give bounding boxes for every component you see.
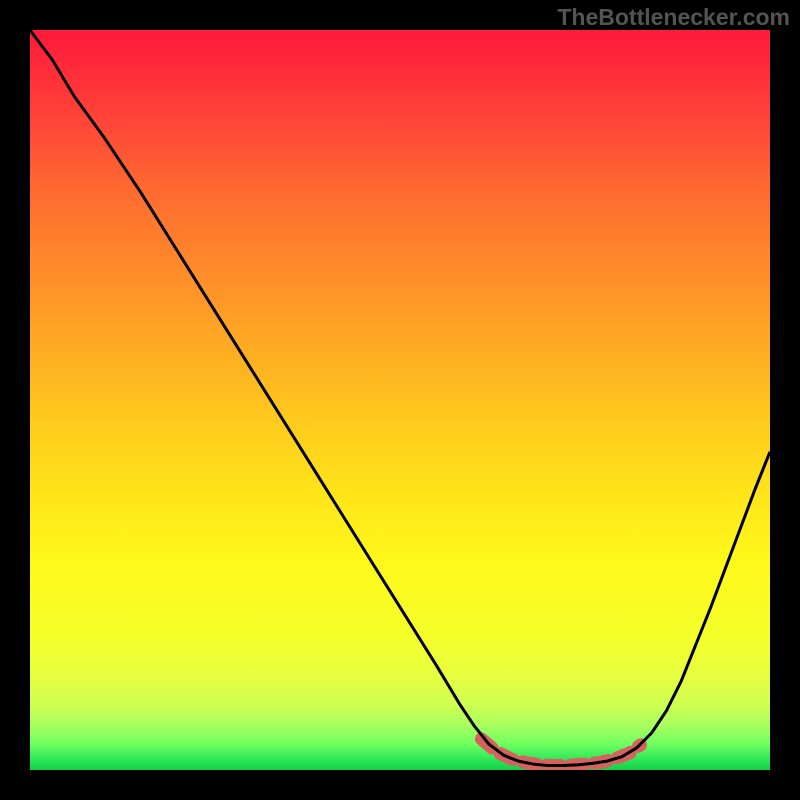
valley-marker <box>481 739 640 766</box>
curve-layer <box>30 30 770 770</box>
plot-area <box>30 30 770 770</box>
main-curve <box>30 30 770 766</box>
chart-container: TheBottlenecker.com <box>0 0 800 800</box>
watermark-text: TheBottlenecker.com <box>557 4 790 31</box>
